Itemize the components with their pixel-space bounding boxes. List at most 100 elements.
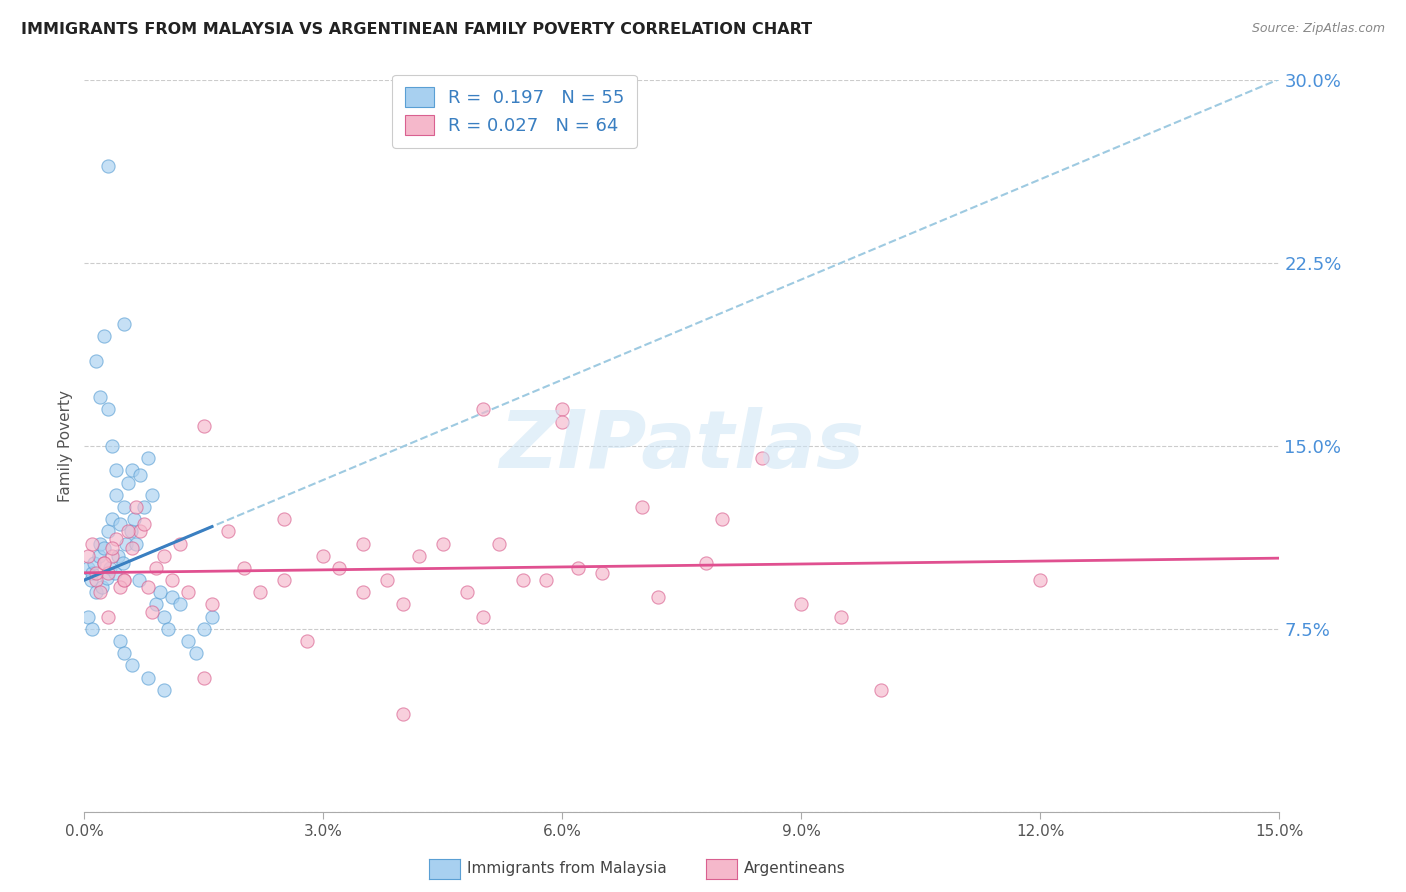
Point — [193, 671, 215, 685]
Text: Source: ZipAtlas.com: Source: ZipAtlas.com — [1251, 22, 1385, 36]
Point — [177, 634, 200, 648]
Point — [112, 573, 135, 587]
Point — [101, 439, 124, 453]
Point — [97, 159, 120, 173]
Point — [120, 524, 142, 539]
Point — [157, 622, 180, 636]
Point — [551, 402, 574, 417]
Point — [105, 488, 128, 502]
Point — [273, 512, 295, 526]
Point — [193, 419, 215, 434]
Point — [312, 549, 335, 563]
Point — [77, 561, 100, 575]
Point — [169, 598, 191, 612]
Point — [631, 500, 654, 514]
Point — [112, 317, 135, 331]
Point — [96, 571, 118, 585]
Point — [86, 585, 108, 599]
Point — [201, 609, 224, 624]
Point — [104, 566, 127, 580]
Point — [89, 536, 111, 550]
Point — [141, 605, 163, 619]
Point — [456, 585, 478, 599]
Text: Immigrants from Malaysia: Immigrants from Malaysia — [467, 862, 666, 876]
Point — [128, 573, 150, 587]
Point — [82, 536, 104, 550]
Point — [111, 556, 134, 570]
Point — [77, 609, 100, 624]
Point — [710, 512, 733, 526]
Point — [145, 561, 167, 575]
Point — [695, 556, 717, 570]
Point — [80, 573, 103, 587]
Point — [117, 475, 139, 490]
Point — [101, 549, 124, 563]
Point — [125, 500, 148, 514]
Point — [93, 556, 115, 570]
Point — [89, 585, 111, 599]
Point — [273, 573, 295, 587]
Point — [790, 598, 813, 612]
Point — [217, 524, 239, 539]
Point — [297, 634, 319, 648]
Point — [93, 329, 115, 343]
Point — [870, 682, 893, 697]
Point — [97, 609, 120, 624]
Point — [90, 581, 112, 595]
Point — [512, 573, 534, 587]
Point — [125, 536, 148, 550]
Point — [536, 573, 558, 587]
Point — [249, 585, 271, 599]
Point — [169, 536, 191, 550]
Point — [136, 671, 159, 685]
Point — [110, 634, 132, 648]
Point — [105, 532, 128, 546]
Text: IMMIGRANTS FROM MALAYSIA VS ARGENTINEAN FAMILY POVERTY CORRELATION CHART: IMMIGRANTS FROM MALAYSIA VS ARGENTINEAN … — [21, 22, 813, 37]
Point — [551, 415, 574, 429]
Point — [136, 581, 159, 595]
Y-axis label: Family Poverty: Family Poverty — [58, 390, 73, 502]
Point — [132, 500, 156, 514]
Point — [129, 468, 152, 483]
Point — [408, 549, 430, 563]
Point — [153, 549, 176, 563]
Point — [93, 541, 115, 556]
Point — [101, 541, 124, 556]
Point — [488, 536, 510, 550]
Point — [153, 609, 176, 624]
Text: Argentineans: Argentineans — [744, 862, 845, 876]
Point — [201, 598, 224, 612]
Point — [193, 622, 215, 636]
Point — [101, 512, 124, 526]
Point — [82, 622, 104, 636]
Point — [82, 566, 104, 580]
Point — [352, 536, 374, 550]
Point — [352, 585, 374, 599]
Point — [117, 524, 139, 539]
Point — [184, 646, 207, 660]
Point — [830, 609, 852, 624]
Point — [136, 451, 159, 466]
Point — [112, 646, 135, 660]
Point — [97, 402, 120, 417]
Point — [647, 590, 669, 604]
Point — [86, 353, 108, 368]
Legend: R =  0.197   N = 55, R = 0.027   N = 64: R = 0.197 N = 55, R = 0.027 N = 64 — [392, 75, 637, 148]
Point — [153, 682, 176, 697]
Point — [591, 566, 613, 580]
Point — [145, 598, 167, 612]
Point — [132, 516, 156, 531]
Point — [567, 561, 589, 575]
Point — [471, 609, 494, 624]
Point — [77, 549, 100, 563]
Point — [149, 585, 172, 599]
Point — [392, 598, 415, 612]
Point — [83, 556, 105, 570]
Point — [160, 590, 183, 604]
Point — [107, 549, 129, 563]
Point — [1029, 573, 1052, 587]
Point — [97, 524, 120, 539]
Point — [87, 549, 110, 563]
Text: ZIPatlas: ZIPatlas — [499, 407, 865, 485]
Point — [328, 561, 350, 575]
